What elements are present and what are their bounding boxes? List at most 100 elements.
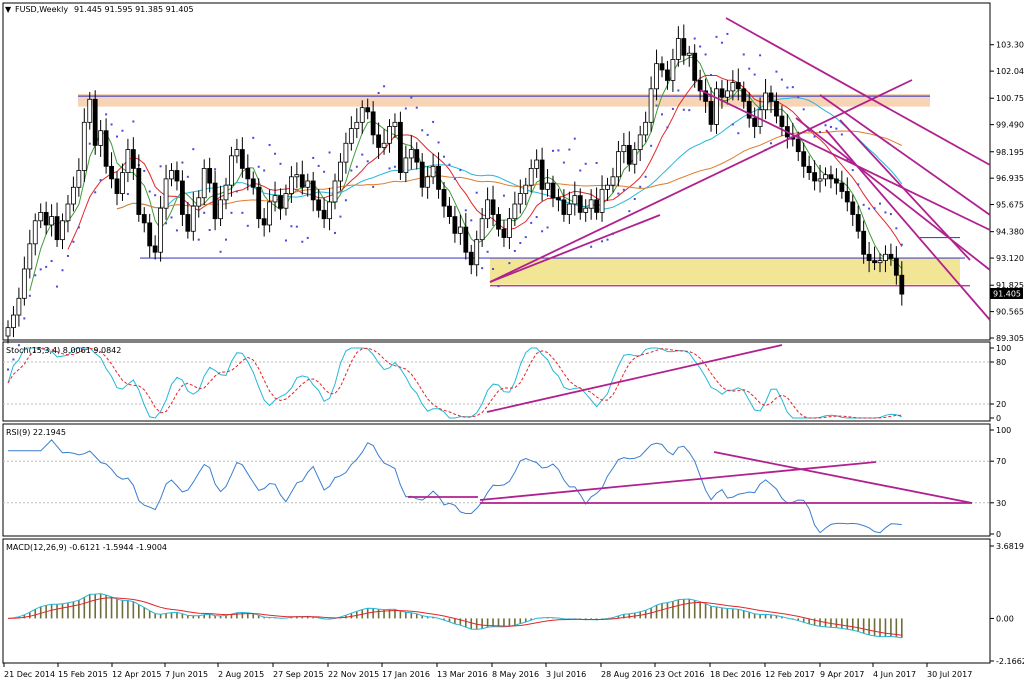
sar-dot xyxy=(797,96,800,99)
candle-body xyxy=(823,174,828,180)
sar-dot xyxy=(682,108,685,111)
trendline-4 xyxy=(795,117,991,271)
candle-body xyxy=(338,161,343,182)
candle-body xyxy=(354,121,360,130)
sar-dot xyxy=(486,250,489,253)
candle-body xyxy=(883,253,888,261)
candle-body xyxy=(697,80,703,92)
candle-body xyxy=(381,142,387,148)
sar-dot xyxy=(263,169,266,172)
candle-body xyxy=(447,205,452,217)
sar-dot xyxy=(759,54,762,57)
candle-body xyxy=(109,165,114,180)
sar-dot xyxy=(835,127,838,130)
candle-body xyxy=(692,52,698,81)
candle-body xyxy=(632,149,638,165)
candle-body xyxy=(626,144,632,165)
price-tick-label: 94.380 xyxy=(996,228,1024,237)
sar-dot xyxy=(552,149,554,152)
sar-dot xyxy=(170,216,173,219)
ma-50-line xyxy=(116,130,903,210)
price-tick-label: 96.935 xyxy=(996,174,1024,183)
sar-dot xyxy=(699,45,702,48)
sar-dot xyxy=(241,211,244,214)
sar-dot xyxy=(726,32,729,35)
sar-dot xyxy=(889,213,892,216)
candle-body xyxy=(523,184,529,194)
sar-dot xyxy=(317,164,320,167)
sar-dot xyxy=(328,151,331,154)
sar-dot xyxy=(437,141,440,144)
macd-main-line xyxy=(7,593,902,639)
candle-body xyxy=(741,88,747,102)
sar-dot xyxy=(361,153,364,156)
sar-dot xyxy=(290,225,293,228)
price-trendlines xyxy=(489,17,991,321)
sar-dot xyxy=(105,113,108,116)
candle-body xyxy=(190,205,196,232)
candle-body xyxy=(855,214,861,232)
candle-body xyxy=(774,100,779,117)
sar-dot xyxy=(666,126,669,129)
x-tick-label: 3 Jul 2016 xyxy=(546,670,586,679)
candle-body xyxy=(32,220,38,245)
x-tick-label: 7 Jun 2015 xyxy=(165,670,208,679)
sar-dot xyxy=(541,230,544,233)
parabolic-sar xyxy=(7,32,903,371)
sar-dot xyxy=(252,136,255,139)
sar-dot xyxy=(791,86,794,89)
candle-body xyxy=(659,63,665,71)
candle-body xyxy=(316,199,322,211)
x-tick-label: 12 Apr 2015 xyxy=(112,670,161,679)
sar-dot xyxy=(181,161,184,164)
candle-body xyxy=(561,199,567,215)
ma-12-line xyxy=(67,74,903,250)
candles xyxy=(5,24,905,344)
candle-body xyxy=(670,59,676,81)
candle-body xyxy=(763,92,768,111)
chart-header-arrow: ▼ xyxy=(5,5,12,14)
sar-dot xyxy=(132,120,135,123)
candle-body xyxy=(725,90,730,98)
x-tick-label: 8 May 2016 xyxy=(492,670,539,679)
price-tick-label: 90.565 xyxy=(996,308,1024,317)
sar-dot xyxy=(671,107,674,110)
sar-dot xyxy=(148,190,151,193)
sar-dot xyxy=(617,192,620,195)
sar-dot xyxy=(710,73,713,76)
stoch-trendline xyxy=(486,344,783,413)
sar-dot xyxy=(225,238,227,241)
candle-body xyxy=(299,174,305,188)
sar-dot xyxy=(77,226,80,229)
sar-dot xyxy=(45,265,48,268)
candle-body xyxy=(147,222,153,247)
sar-dot xyxy=(235,190,238,193)
sar-dot xyxy=(775,70,778,73)
sar-dot xyxy=(502,194,505,197)
rsi-label: RSI(9) 22.1945 xyxy=(6,428,66,437)
sar-dot xyxy=(404,107,407,110)
candle-body xyxy=(572,195,578,205)
sar-dot xyxy=(323,170,326,173)
candle-body xyxy=(681,38,687,56)
sar-dot xyxy=(94,191,97,194)
current-price-tag xyxy=(990,288,1023,299)
candle-body xyxy=(310,180,316,201)
macd-tick-label: 0.00 xyxy=(996,614,1014,623)
candle-body xyxy=(234,149,240,157)
candle-body xyxy=(506,218,512,238)
candle-body xyxy=(479,218,485,241)
sar-dot xyxy=(257,165,260,168)
sar-dot xyxy=(829,125,832,128)
sar-dot xyxy=(628,210,631,213)
candle-body xyxy=(305,180,311,188)
sar-dot xyxy=(497,285,500,288)
sar-dot xyxy=(383,85,386,88)
stoch-main-line xyxy=(7,347,902,419)
candle-body xyxy=(616,151,621,178)
candle-body xyxy=(136,168,142,215)
sar-dot xyxy=(23,317,26,320)
candle-body xyxy=(49,216,54,226)
trendline-1 xyxy=(699,89,991,231)
